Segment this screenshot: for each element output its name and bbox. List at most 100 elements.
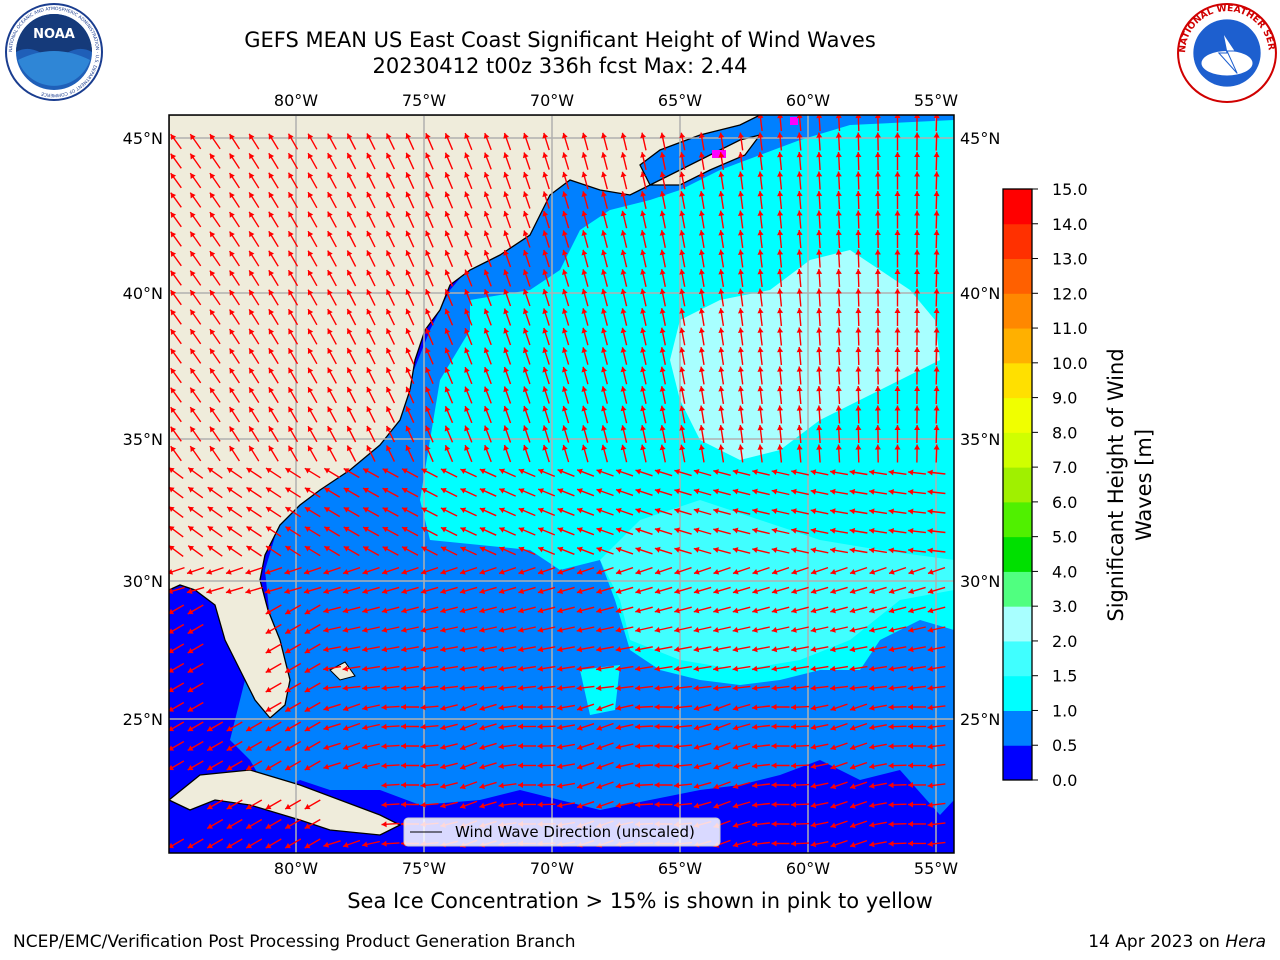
colorbar-tick-label: 8.0 [1052,423,1077,442]
arrow-head [791,527,797,534]
arrow-head [835,425,842,431]
arrow-head [542,210,549,217]
arrow-head [169,647,174,654]
arrow-head [557,743,563,750]
arrow-head [713,588,720,594]
arrow-head [816,347,823,353]
arrow-head [576,588,583,594]
arrow-head [869,627,875,633]
arrow-head [562,249,568,256]
arrow-head [343,526,350,533]
arrow-head [538,507,544,514]
arrow-head [679,327,686,334]
arrow-head [207,764,213,771]
arrow-head [444,250,451,256]
arrow-head [518,607,524,614]
arrow-head [386,289,392,296]
arrow-head [894,269,901,274]
arrow-head [894,366,901,372]
arrow-head [732,469,739,475]
arrow-head [581,152,588,158]
arrow-head [620,249,627,256]
arrow-head [654,704,660,710]
arrow-head [209,329,216,335]
arrow-head [596,527,603,533]
arrow-head [382,507,389,513]
arrow-head [738,347,744,353]
arrow-head [229,192,235,199]
arrow-head [386,425,392,432]
arrow-head [307,133,314,140]
arrow-head [405,386,412,393]
arrow-head [249,192,255,199]
arrow-head [187,608,194,615]
arrow-head [752,588,759,594]
arrow-head [307,387,314,393]
arrow-head [304,803,311,810]
arrow-head [674,665,680,672]
arrow-head [557,627,563,633]
arrow-head [498,743,504,750]
arrow-head [698,308,705,314]
arrow-head [170,231,177,238]
arrow-head [402,507,408,513]
arrow-head [518,546,525,553]
arrow-head [914,230,921,235]
arrow-head [791,782,797,789]
arrow-head [347,231,353,237]
arrow-head [304,608,311,615]
colorbar-tick-label: 1.0 [1052,701,1077,720]
arrow-head [888,723,894,730]
arrow-head [635,723,641,730]
arrow-head [771,840,777,847]
arrow-head [382,569,388,575]
arrow-head [698,230,705,236]
arrow-head [169,506,175,512]
arrow-head [498,627,505,633]
arrow-head [207,725,213,732]
arrow-head [190,426,196,433]
arrow-head [170,368,177,374]
arrow-head [738,288,744,294]
arrow-head [420,743,426,750]
arrow-head [288,192,294,199]
arrow-head [169,842,174,849]
arrow-head [757,425,764,431]
arrow-head [362,841,368,848]
arrow-head [266,487,272,493]
arrow-head [186,588,193,594]
arrow-head [386,308,392,315]
arrow-head [635,782,641,789]
arrow-head [816,230,823,236]
arrow-head [894,425,901,430]
arrow-head [268,387,274,394]
arrow-head [577,705,583,712]
arrow-head [522,406,529,412]
arrow-head [366,191,372,198]
arrow-head [679,230,686,236]
arrow-head [601,386,607,392]
arrow-head [914,191,921,196]
arrow-head [698,171,705,178]
arrow-head [347,406,353,413]
arrow-head [557,527,564,533]
arrow-head [307,328,314,335]
arrow-head [635,588,642,594]
arrow-head [933,405,940,411]
arrow-head [713,527,719,534]
arrow-head [620,327,627,334]
lat-label-right: 45°N [960,129,1000,148]
arrow-head [187,706,194,712]
arrow-head [601,191,607,197]
arrow-head [366,250,372,257]
arrow-head [268,426,274,433]
colorbar-tick-label: 13.0 [1052,250,1088,269]
arrow-head [537,588,544,594]
arrow-head [596,646,602,653]
arrow-head [908,685,914,691]
arrow-head [908,489,914,495]
arrow-head [679,405,686,412]
arrow-head [894,308,901,313]
arrow-head [640,249,646,256]
sea-ice-patch [712,150,726,158]
